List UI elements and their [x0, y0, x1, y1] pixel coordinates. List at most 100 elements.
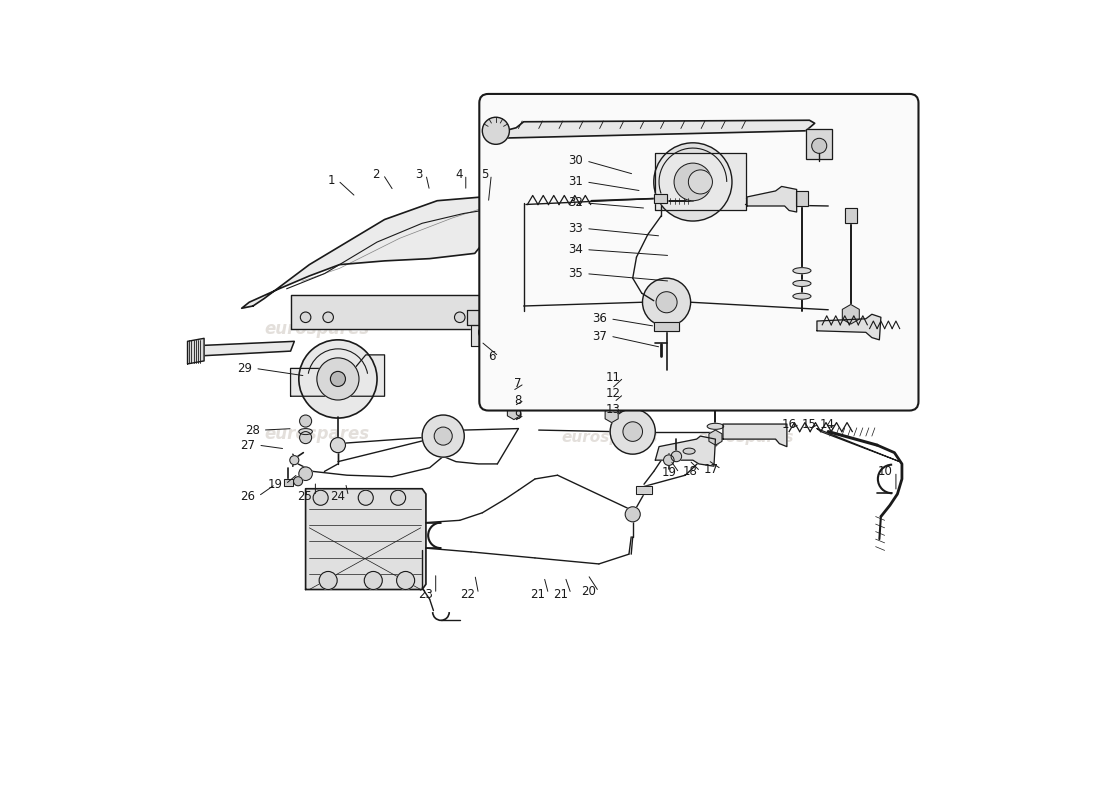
Text: eurospares: eurospares	[573, 218, 678, 236]
Text: 20: 20	[581, 586, 596, 598]
Circle shape	[623, 422, 642, 442]
Polygon shape	[656, 154, 746, 210]
Text: eurospares: eurospares	[663, 218, 768, 236]
Circle shape	[663, 455, 674, 466]
Text: 26: 26	[240, 490, 255, 502]
Text: 17: 17	[703, 462, 718, 476]
Polygon shape	[471, 325, 490, 346]
Bar	[711, 390, 720, 402]
Circle shape	[314, 490, 328, 506]
Circle shape	[300, 312, 311, 322]
Circle shape	[478, 325, 494, 340]
Text: 21: 21	[553, 587, 568, 601]
Bar	[653, 194, 668, 203]
Circle shape	[482, 118, 509, 144]
Bar	[845, 208, 857, 223]
FancyBboxPatch shape	[480, 94, 918, 410]
Text: 29: 29	[238, 362, 252, 375]
Circle shape	[812, 138, 827, 154]
Polygon shape	[747, 186, 796, 212]
Bar	[508, 371, 519, 383]
Circle shape	[299, 431, 311, 444]
Polygon shape	[817, 429, 900, 462]
Polygon shape	[468, 294, 496, 325]
Ellipse shape	[683, 448, 695, 454]
Text: 14: 14	[820, 418, 834, 430]
Text: 13: 13	[606, 402, 620, 415]
Polygon shape	[494, 120, 815, 138]
Bar	[637, 486, 651, 494]
Text: 7: 7	[514, 377, 521, 390]
Circle shape	[294, 477, 302, 486]
Circle shape	[482, 349, 491, 358]
Circle shape	[299, 467, 312, 481]
Circle shape	[422, 415, 464, 457]
Polygon shape	[656, 436, 715, 466]
Polygon shape	[290, 355, 385, 396]
Circle shape	[642, 278, 691, 326]
Text: 33: 33	[569, 222, 583, 235]
Text: 19: 19	[661, 466, 676, 479]
Polygon shape	[187, 338, 205, 364]
Text: 6: 6	[488, 350, 496, 363]
Circle shape	[330, 438, 345, 453]
Text: 8: 8	[514, 394, 521, 406]
Circle shape	[359, 490, 373, 506]
Circle shape	[364, 571, 383, 590]
Polygon shape	[723, 424, 786, 446]
Text: eurospares: eurospares	[562, 430, 659, 445]
Ellipse shape	[604, 403, 619, 409]
Circle shape	[610, 409, 656, 454]
Circle shape	[330, 371, 345, 386]
Text: 22: 22	[461, 587, 475, 601]
Bar	[805, 130, 832, 159]
Polygon shape	[242, 197, 490, 308]
Circle shape	[323, 312, 333, 322]
Text: 10: 10	[878, 465, 893, 478]
Ellipse shape	[793, 268, 811, 274]
Ellipse shape	[299, 429, 312, 434]
Bar	[653, 322, 680, 331]
Polygon shape	[190, 342, 295, 356]
Text: 4: 4	[455, 168, 463, 181]
Circle shape	[625, 506, 640, 522]
Bar	[711, 390, 720, 402]
Polygon shape	[817, 314, 881, 340]
Ellipse shape	[793, 294, 811, 299]
Text: 16: 16	[782, 418, 796, 430]
Circle shape	[653, 143, 732, 221]
Text: 27: 27	[240, 438, 255, 452]
Circle shape	[689, 170, 713, 194]
Bar	[606, 369, 617, 381]
Text: 35: 35	[569, 267, 583, 280]
Bar	[805, 130, 832, 159]
Ellipse shape	[707, 423, 724, 430]
Circle shape	[299, 340, 377, 418]
Text: 34: 34	[569, 243, 583, 256]
Text: 23: 23	[418, 587, 432, 601]
Text: 15: 15	[801, 418, 816, 430]
Text: eurospares: eurospares	[697, 430, 794, 445]
Circle shape	[470, 312, 480, 322]
Ellipse shape	[793, 281, 811, 286]
Bar	[653, 194, 668, 203]
Text: 12: 12	[606, 387, 620, 401]
Circle shape	[397, 571, 415, 590]
Text: 24: 24	[330, 490, 345, 502]
Text: eurospares: eurospares	[264, 425, 370, 443]
Bar	[845, 208, 857, 223]
Circle shape	[299, 415, 311, 427]
Text: 25: 25	[297, 490, 312, 502]
Circle shape	[656, 292, 678, 313]
Text: 28: 28	[245, 423, 260, 437]
Circle shape	[454, 312, 465, 322]
Text: 18: 18	[682, 465, 697, 478]
Bar	[796, 191, 807, 206]
Circle shape	[390, 490, 406, 506]
Bar	[606, 369, 617, 381]
Text: 1: 1	[328, 174, 334, 187]
Circle shape	[317, 358, 359, 400]
Text: 19: 19	[267, 478, 283, 490]
Circle shape	[674, 163, 712, 201]
Circle shape	[434, 427, 452, 445]
